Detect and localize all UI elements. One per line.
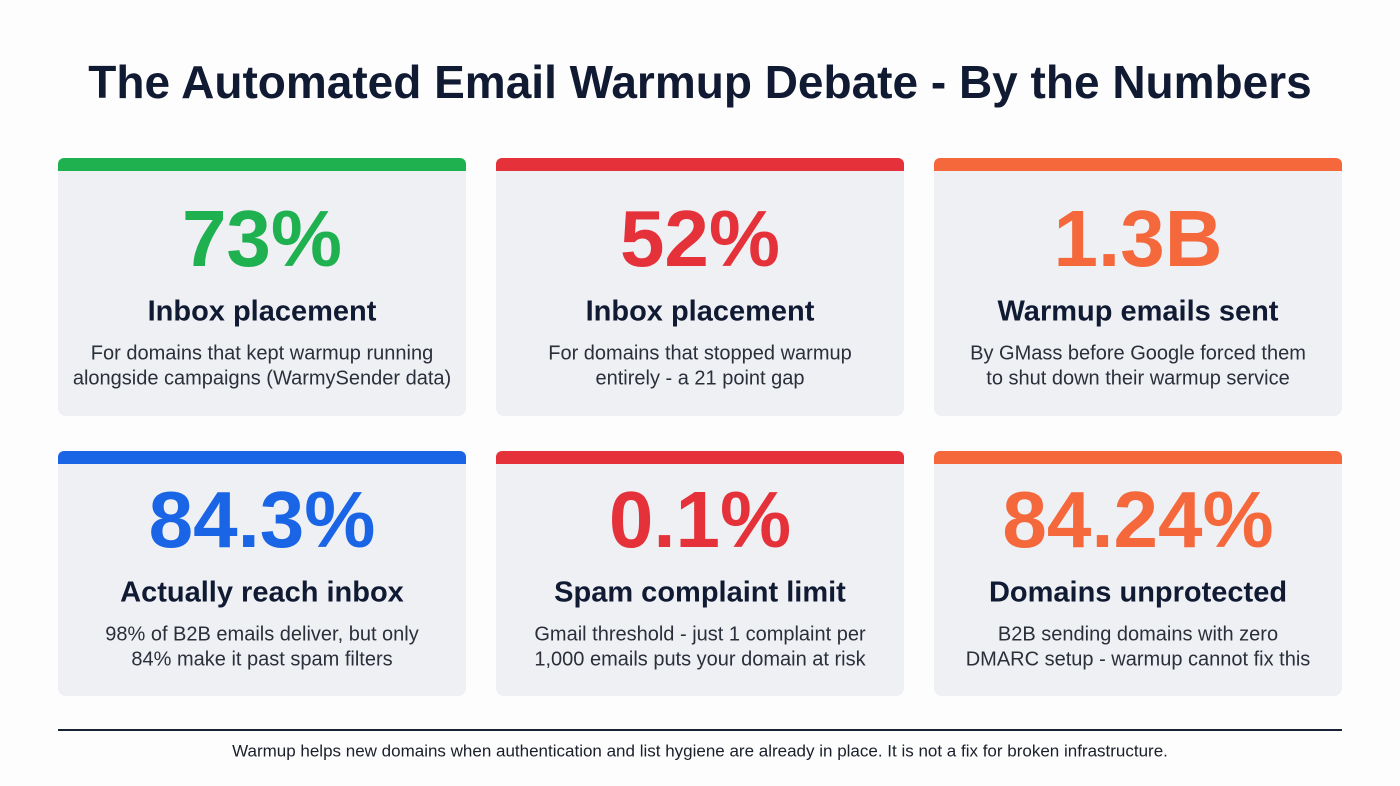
page-title: The Automated Email Warmup Debate - By t… xyxy=(88,56,1311,108)
stat-description: For domains that stopped warmup xyxy=(548,342,852,364)
card xyxy=(496,158,904,416)
card-accent-base xyxy=(934,164,1342,171)
stat-label: Inbox placement xyxy=(586,296,815,328)
stat-description: B2B sending domains with zero xyxy=(998,623,1278,645)
stat-description: to shut down their warmup service xyxy=(986,367,1289,389)
card xyxy=(58,158,466,416)
stat-label: Warmup emails sent xyxy=(998,296,1279,328)
stat-value: 84.24% xyxy=(1002,475,1273,564)
stat-description: alongside campaigns (WarmySender data) xyxy=(73,367,451,389)
card-accent-base xyxy=(496,457,904,464)
stat-value: 0.1% xyxy=(609,475,791,564)
stat-value: 84.3% xyxy=(149,475,376,564)
stat-description: 84% make it past spam filters xyxy=(131,648,392,670)
stat-label: Inbox placement xyxy=(148,296,377,328)
card xyxy=(934,451,1342,696)
card-accent-base xyxy=(58,164,466,171)
stat-description: entirely - a 21 point gap xyxy=(595,367,804,389)
stat-value: 73% xyxy=(182,194,342,283)
stat-label: Domains unprotected xyxy=(989,577,1287,609)
card-accent-base xyxy=(58,457,466,464)
card-accent-base xyxy=(496,164,904,171)
footer-note: Warmup helps new domains when authentica… xyxy=(232,741,1168,760)
card xyxy=(496,451,904,696)
stat-value: 1.3B xyxy=(1054,194,1223,283)
stat-label: Spam complaint limit xyxy=(554,577,846,609)
stat-label: Actually reach inbox xyxy=(120,577,404,609)
stat-description: Gmail threshold - just 1 complaint per xyxy=(534,623,866,645)
stat-description: By GMass before Google forced them xyxy=(970,342,1306,364)
stat-description: For domains that kept warmup running xyxy=(91,342,433,364)
stat-description: 1,000 emails puts your domain at risk xyxy=(534,648,866,670)
card xyxy=(58,451,466,696)
card xyxy=(934,158,1342,416)
stat-description: DMARC setup - warmup cannot fix this xyxy=(966,648,1311,670)
stat-value: 52% xyxy=(620,194,780,283)
stat-description: 98% of B2B emails deliver, but only xyxy=(105,623,419,645)
card-accent-base xyxy=(934,457,1342,464)
